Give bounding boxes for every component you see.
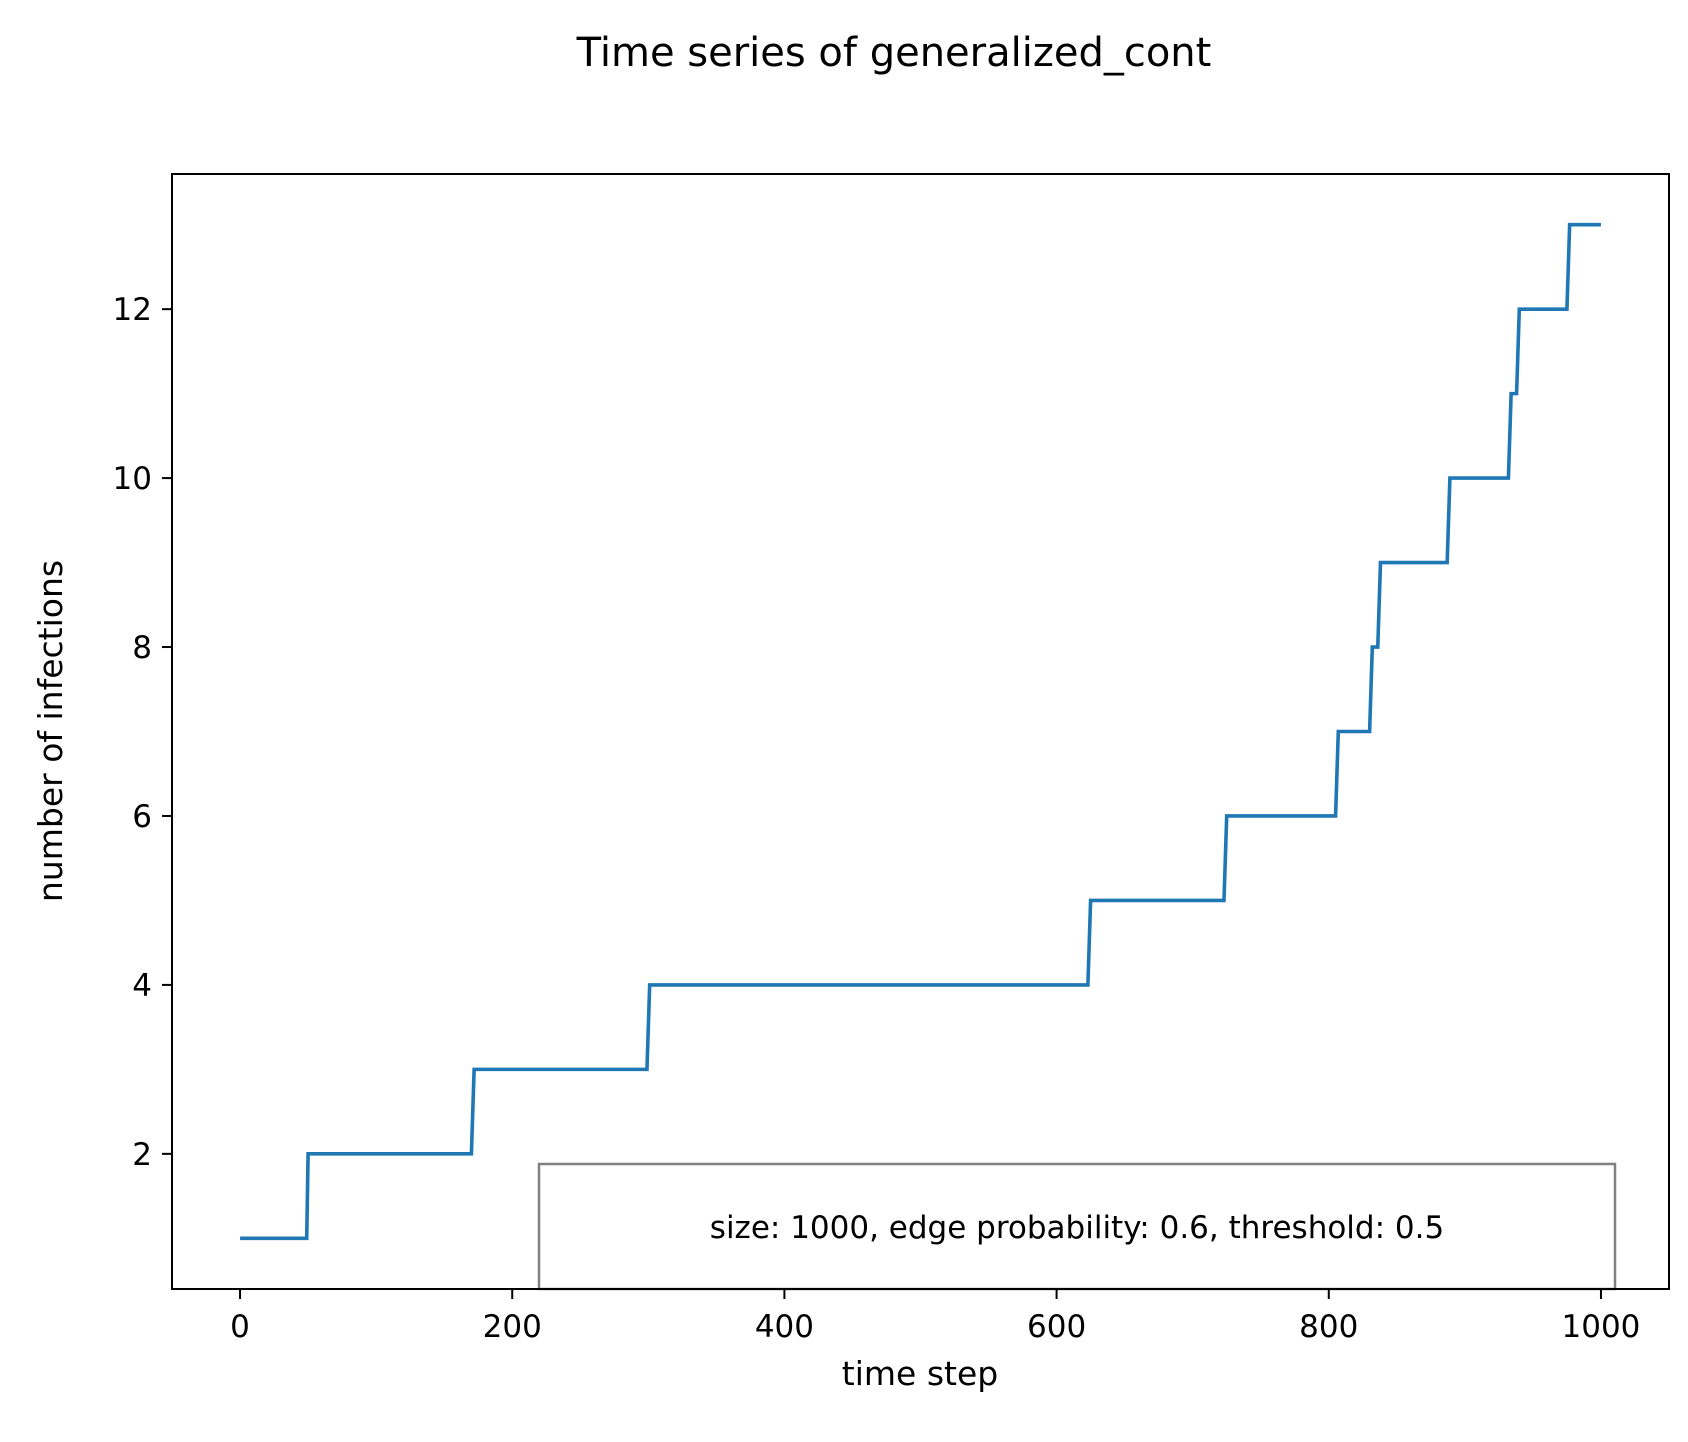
y-axis-title: number of infections: [31, 560, 70, 902]
chart-title: Time series of generalized_cont: [576, 30, 1212, 76]
series-line-1: [240, 222, 1601, 1241]
y-axis: 2 4 6 8 10 12: [113, 292, 172, 1173]
x-tick-label: 800: [1299, 1309, 1358, 1345]
plot-area: size: 1000, edge probability: 0.6, thres…: [113, 173, 1670, 1345]
annotation-border: [537, 1162, 1617, 1291]
plot-frame: [171, 173, 1670, 1290]
y-tick-label: 10: [113, 461, 152, 497]
x-tick-label: 600: [1027, 1309, 1086, 1345]
y-tick-label: 4: [132, 968, 152, 1004]
x-tick-label: 1000: [1562, 1309, 1641, 1345]
x-tick-label: 400: [755, 1309, 814, 1345]
annotation-box: size: 1000, edge probability: 0.6, thres…: [537, 1162, 1617, 1291]
annotation-text: size: 1000, edge probability: 0.6, thres…: [710, 1210, 1444, 1246]
x-axis: 0 200 400 600 800 1000: [230, 1289, 1640, 1345]
y-tick-label: 12: [113, 292, 152, 328]
x-tick-label: 200: [483, 1309, 542, 1345]
x-tick-label: 0: [230, 1309, 250, 1345]
y-tick-label: 2: [132, 1137, 152, 1173]
series-layer: [240, 222, 1601, 1241]
x-axis-title: time step: [842, 1354, 998, 1393]
y-tick-label: 8: [132, 630, 152, 666]
y-tick-label: 6: [132, 799, 152, 835]
